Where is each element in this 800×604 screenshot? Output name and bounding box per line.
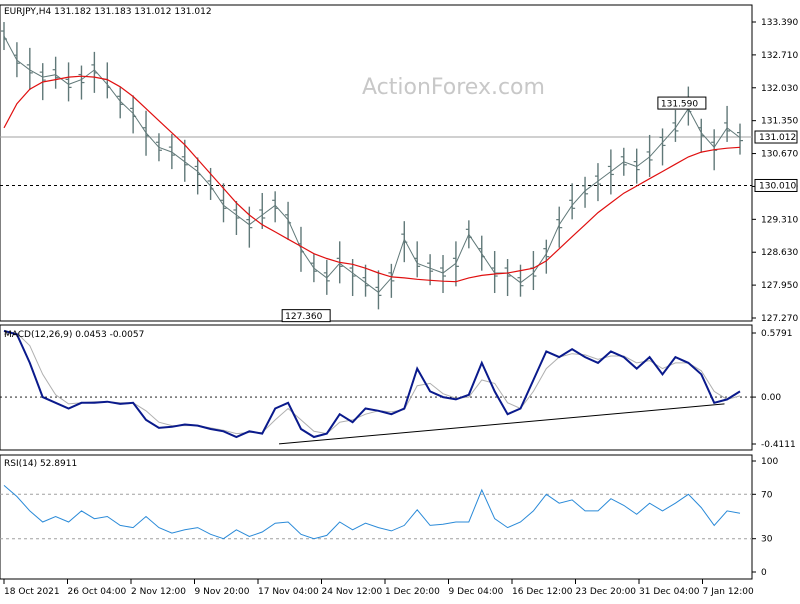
annotation-box: [281, 309, 331, 323]
x-tick-label: 2 Nov 12:00: [131, 587, 186, 597]
price-y-tick-label: 128.630: [761, 248, 798, 258]
x-tick-label: 18 Oct 2021: [4, 587, 60, 597]
rsi-panel-frame: [0, 454, 753, 580]
price-series-line: [3, 35, 741, 294]
macd-panel-frame: [0, 324, 753, 451]
x-tick-label: 9 Dec 04:00: [449, 587, 504, 597]
rsi-y-tick-label: 30: [761, 535, 773, 545]
current-price-label: 131.012: [759, 133, 796, 143]
price-panel-frame: [0, 4, 753, 322]
x-tick-label: 26 Oct 04:00: [68, 587, 127, 597]
rsi-layer: [0, 485, 752, 540]
level-label: 130.010: [759, 181, 796, 191]
watermark: ActionForex.com: [362, 75, 545, 100]
annotation-box: [657, 96, 707, 110]
rsi-y-tick-label: 70: [761, 490, 773, 500]
annotation-label: 131.590: [661, 100, 698, 110]
current-price-tag: [754, 130, 798, 144]
x-tick-label: 31 Dec 04:00: [639, 587, 700, 597]
macd-y-tick-label: 0.00: [761, 393, 781, 403]
macd-y-tick-label: 0.5791: [761, 329, 793, 339]
macd-line: [3, 329, 741, 439]
price-y-tick-label: 130.670: [761, 150, 798, 160]
x-tick-label: 23 Dec 20:00: [576, 587, 637, 597]
annotation-label: 127.360: [285, 312, 322, 322]
x-tick-label: 1 Dec 20:00: [385, 587, 440, 597]
axis-layer: 133.390132.710132.030131.350130.670129.9…: [3, 18, 798, 597]
price-y-tick-label: 129.310: [761, 215, 798, 225]
macd-panel-title: MACD(12,26,9) 0.0453 -0.0057: [4, 330, 144, 340]
price-y-tick-label: 132.710: [761, 51, 798, 61]
price-panel-title: EURJPY,H4 131.182 131.183 131.012 131.01…: [4, 7, 212, 17]
macd-layer: [0, 329, 752, 445]
rsi-line: [3, 485, 741, 540]
x-tick-label: 16 Dec 12:00: [512, 587, 573, 597]
x-tick-label: 7 Jan 12:00: [703, 587, 755, 597]
price-y-tick-label: 132.030: [761, 84, 798, 94]
price-layer: 131.590 127.360: [0, 22, 752, 323]
price-y-tick-label: 127.270: [761, 314, 798, 324]
price-y-tick-label: 131.350: [761, 117, 798, 127]
ma-series-line: [3, 75, 741, 283]
x-tick-label: 17 Nov 04:00: [258, 587, 319, 597]
x-tick-label: 9 Nov 20:00: [195, 587, 250, 597]
rsi-y-tick-label: 100: [761, 457, 778, 467]
x-tick-label: 24 Nov 12:00: [322, 587, 383, 597]
macd-y-tick-label: -0.4111: [761, 440, 796, 450]
rsi-panel-title: RSI(14) 52.8911: [4, 459, 77, 469]
price-y-tick-label: 127.950: [761, 281, 798, 291]
price-y-tick-label: 133.390: [761, 18, 798, 28]
macd-trendline: [278, 403, 725, 445]
rsi-y-tick-label: 0: [761, 568, 767, 578]
level-tag: [754, 178, 798, 192]
